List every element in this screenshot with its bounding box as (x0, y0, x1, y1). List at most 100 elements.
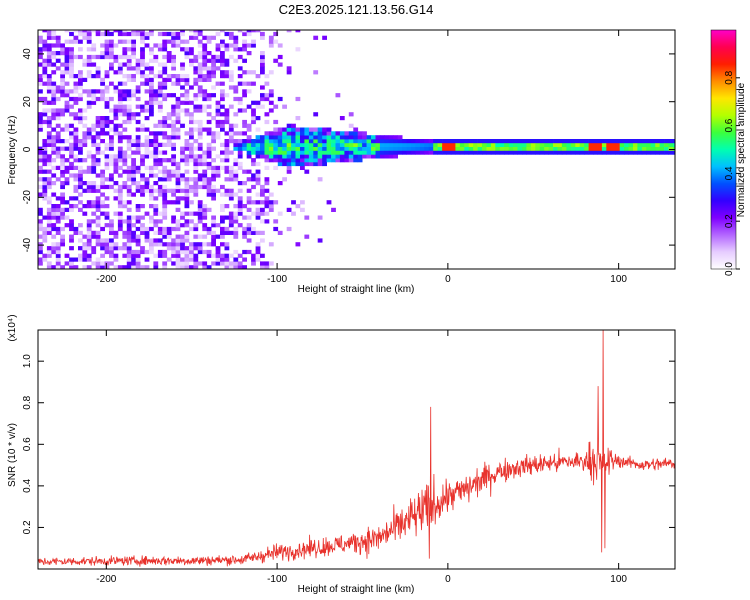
spectrogram-cell (242, 30, 247, 33)
spectrogram-cell (69, 146, 74, 151)
spectrogram-cell (246, 188, 252, 193)
spectrogram-cell (91, 74, 97, 79)
spectrogram-cell (149, 242, 154, 247)
spectrogram-cell (82, 131, 88, 136)
spectrogram-cell (149, 108, 154, 113)
spectrogram-xtick-label: 100 (610, 274, 627, 285)
spectrogram-cell (153, 242, 159, 247)
spectrogram-cell (69, 246, 74, 251)
spectrogram-cell (220, 127, 225, 132)
spectrogram-cell (189, 242, 194, 247)
spectrogram-cell (300, 154, 305, 159)
spectrogram-cell (260, 230, 265, 235)
spectrogram-cell (268, 108, 274, 113)
spectrogram-cell (308, 131, 314, 136)
spectrogram-cell (184, 234, 190, 239)
spectrogram-cell (100, 123, 105, 128)
spectrogram-cell (215, 257, 221, 262)
spectrogram-cell (668, 146, 674, 151)
spectrogram-cell (189, 127, 194, 132)
spectrogram-cell (46, 30, 52, 33)
spectrogram-cell (202, 242, 208, 247)
spectrogram-cell (78, 165, 83, 170)
spectrogram-cell (233, 43, 239, 48)
spectrogram-cell (384, 135, 390, 140)
spectrogram-cell (473, 142, 478, 147)
spectrogram-cell (86, 47, 92, 52)
spectrogram-cell (82, 188, 88, 193)
spectrogram-cell (42, 112, 48, 117)
spectrogram-cell (220, 215, 225, 220)
spectrogram-cell (144, 77, 150, 82)
spectrogram-cell (86, 181, 92, 186)
spectrogram-cell (51, 108, 57, 113)
spectrogram-cell (317, 142, 323, 147)
spectrogram-cell (197, 204, 203, 209)
spectrogram-cell (197, 66, 203, 71)
spectrogram-cell (51, 139, 57, 144)
spectrogram-cell (55, 135, 61, 140)
spectrogram-cell (113, 188, 119, 193)
spectrogram-cell (357, 139, 363, 144)
spectrogram-cell (135, 234, 141, 239)
spectrogram-cell (100, 139, 105, 144)
spectrogram-cell (490, 146, 496, 151)
spectrogram-cell (477, 139, 483, 144)
spectrogram-cell (233, 204, 239, 209)
spectrogram-cell (113, 70, 119, 75)
spectrogram-cell (157, 123, 163, 128)
spectrogram-cell (166, 257, 172, 262)
spectrogram-cell (171, 200, 176, 205)
spectrogram-cell (162, 43, 168, 48)
spectrogram-cell (140, 215, 145, 220)
spectrogram-cell (157, 150, 163, 155)
spectrogram-cell (291, 161, 296, 167)
spectrogram-cell (211, 131, 216, 136)
spectrogram-cell (69, 204, 74, 209)
spectrogram-cell (144, 226, 150, 232)
spectrogram-cell (273, 135, 279, 140)
spectrogram-cell (362, 154, 367, 159)
spectrogram-cell (557, 150, 563, 155)
spectrogram-cell (157, 253, 163, 258)
spectrogram-cell (55, 261, 61, 266)
spectrogram-cell (286, 127, 292, 132)
spectrogram-cell (38, 246, 43, 251)
spectrogram-cell (140, 158, 145, 163)
spectrogram-cell (277, 181, 283, 186)
spectrogram-cell (277, 62, 283, 67)
spectrogram-cell (291, 131, 296, 136)
spectrogram-cell (593, 146, 598, 151)
spectrogram-cell (193, 146, 199, 151)
spectrogram-cell (180, 246, 185, 251)
spectrogram-cell (46, 200, 52, 205)
spectrogram-cell (357, 158, 363, 163)
spectrogram-cell (100, 119, 105, 125)
spectrogram-cell (295, 96, 301, 102)
spectrogram-cell (144, 139, 150, 144)
spectrogram-cell (526, 146, 532, 151)
spectrogram-cell (322, 139, 327, 144)
spectrogram-cell (122, 112, 128, 117)
spectrogram-cell (180, 215, 185, 220)
spectrogram-cell (153, 139, 159, 144)
spectrogram-cell (224, 226, 230, 232)
spectrogram-cell (46, 81, 52, 86)
spectrogram-cell (371, 154, 376, 159)
spectrogram-cell (211, 238, 216, 243)
spectrogram-cell (171, 66, 176, 71)
spectrogram-cell (251, 70, 256, 75)
spectrogram-cell (149, 188, 154, 193)
spectrogram-cell (486, 139, 492, 144)
spectrogram-cell (42, 177, 48, 182)
spectrogram-cell (202, 47, 208, 52)
spectrogram-cell (180, 238, 185, 243)
spectrogram-cell (153, 89, 159, 94)
spectrogram-cell (91, 161, 97, 167)
spectrogram-cell (211, 242, 216, 247)
spectrogram-cell (357, 154, 363, 159)
spectrogram-cell (251, 108, 256, 113)
spectrogram-cell (211, 188, 216, 193)
spectrogram-cell (157, 108, 163, 113)
spectrogram-cell (215, 173, 221, 178)
